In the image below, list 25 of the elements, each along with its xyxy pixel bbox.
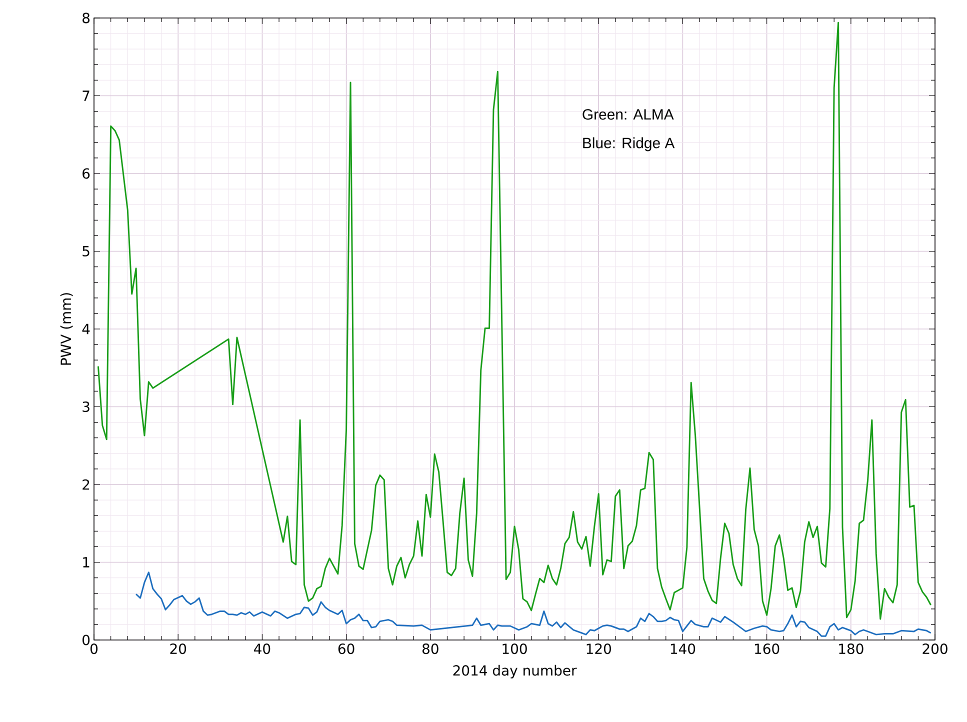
x-tick-label: 80 bbox=[422, 644, 438, 654]
x-tick-label: 0 bbox=[90, 644, 98, 654]
y-tick-label: 2 bbox=[82, 479, 90, 490]
annotation: Green: ALMA bbox=[582, 109, 674, 120]
y-tick-label: 1 bbox=[83, 557, 90, 568]
x-tick-label: 180 bbox=[839, 644, 864, 654]
x-tick-label: 200 bbox=[922, 644, 948, 654]
y-axis-title: PWV (mm) bbox=[60, 293, 73, 365]
line-series bbox=[97, 22, 932, 620]
y-tick-label: 3 bbox=[82, 401, 90, 412]
x-tick-label: 160 bbox=[755, 644, 780, 654]
x-tick-label: 20 bbox=[170, 644, 186, 654]
y-tick-label: 7 bbox=[82, 90, 90, 101]
y-tick-label: 0 bbox=[82, 634, 90, 646]
y-tick-label: 8 bbox=[82, 12, 90, 24]
x-tick-label: 60 bbox=[338, 644, 354, 654]
y-tick-label: 4 bbox=[82, 324, 90, 334]
y-tick-label: 5 bbox=[82, 246, 90, 256]
x-tick-label: 100 bbox=[502, 644, 527, 654]
x-axis-title: 2014 day number bbox=[453, 664, 577, 678]
x-tick-label: 40 bbox=[254, 644, 270, 654]
x-tick-label: 140 bbox=[670, 644, 696, 654]
annotation: Blue: Ridge A bbox=[583, 137, 675, 152]
y-tick-label: 6 bbox=[82, 168, 90, 179]
x-tick-label: 120 bbox=[586, 644, 611, 654]
